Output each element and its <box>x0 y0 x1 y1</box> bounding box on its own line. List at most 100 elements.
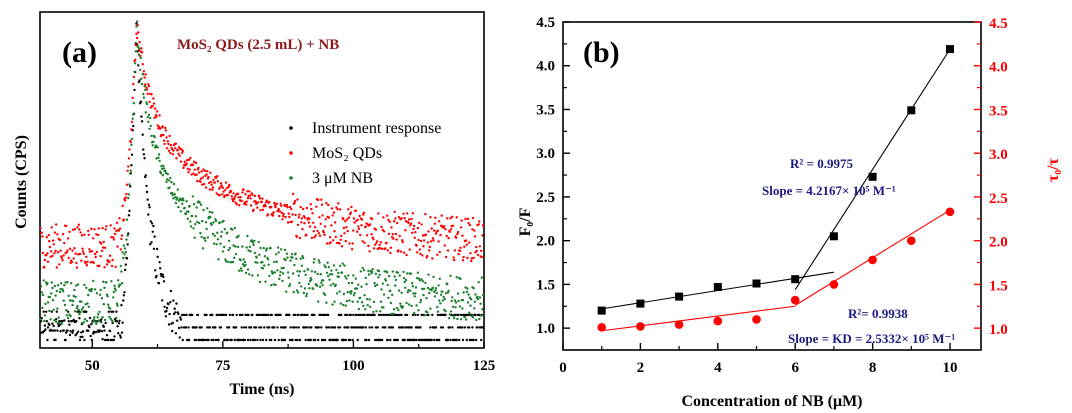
data-point <box>99 255 102 258</box>
data-point <box>263 326 266 329</box>
data-point <box>140 51 144 54</box>
data-point <box>461 338 465 342</box>
data-point <box>58 323 62 326</box>
data-point <box>360 285 363 288</box>
data-point <box>189 220 192 223</box>
data-point <box>231 228 234 231</box>
data-point <box>263 255 267 258</box>
data-point <box>290 253 294 256</box>
data-point <box>436 253 439 256</box>
y-tick-label-right: 4.0 <box>989 60 1008 76</box>
data-point <box>41 235 44 238</box>
data-point <box>380 338 384 342</box>
data-point <box>418 248 421 251</box>
data-point <box>478 220 481 223</box>
data-point <box>282 266 285 270</box>
data-point <box>58 290 62 294</box>
data-point <box>397 309 400 312</box>
data-point <box>244 326 248 329</box>
data-point <box>115 221 119 224</box>
data-point <box>181 202 184 205</box>
data-point <box>200 235 203 239</box>
data-point <box>342 292 346 296</box>
data-point <box>210 183 213 186</box>
data-point <box>277 207 280 211</box>
data-point <box>246 338 250 342</box>
data-point <box>392 237 395 240</box>
data-point <box>401 240 404 244</box>
data-point <box>379 247 382 250</box>
data-point <box>113 284 116 287</box>
data-point <box>65 224 68 228</box>
data-point <box>132 113 135 116</box>
data-point <box>77 308 81 312</box>
data-point <box>370 326 374 329</box>
data-point <box>53 319 56 322</box>
data-point <box>242 258 245 261</box>
data-point <box>397 249 400 252</box>
panel-a-legend: Instrument response MoS₂ QDs 3 μM NB <box>289 120 441 187</box>
data-point <box>112 310 115 313</box>
data-point <box>399 302 402 305</box>
data-point <box>165 136 168 139</box>
data-point <box>64 338 67 342</box>
data-point <box>43 314 47 317</box>
x-tick-label: 2 <box>637 360 645 376</box>
data-point <box>157 125 161 128</box>
data-point <box>295 235 299 238</box>
data-point <box>51 239 55 242</box>
data-point <box>123 291 126 294</box>
data-point <box>138 41 141 44</box>
data-point <box>280 326 283 329</box>
data-point <box>233 197 236 201</box>
data-point <box>449 310 453 313</box>
data-point <box>372 238 375 241</box>
data-point <box>424 233 428 236</box>
data-point <box>424 212 427 216</box>
data-point <box>56 251 60 254</box>
data-point <box>75 306 79 310</box>
data-point <box>319 313 322 317</box>
data-point <box>127 196 130 200</box>
data-point <box>411 212 415 215</box>
data-point <box>152 97 155 100</box>
data-point <box>144 88 147 92</box>
x-tick-label: 0 <box>559 360 567 376</box>
data-point <box>309 203 312 206</box>
data-point <box>441 299 445 302</box>
data-point <box>389 301 393 305</box>
data-point <box>101 316 104 319</box>
data-point <box>381 282 384 285</box>
data-point <box>273 338 277 342</box>
data-point <box>357 225 360 228</box>
data-point <box>446 217 449 220</box>
data-point <box>317 259 320 262</box>
data-point <box>286 256 289 259</box>
data-point <box>301 255 304 258</box>
data-point <box>66 249 69 252</box>
data-point <box>315 205 318 208</box>
data-point <box>189 156 192 160</box>
data-point <box>462 291 465 294</box>
data-point <box>127 232 130 235</box>
data-point <box>209 171 212 174</box>
data-point <box>261 267 265 270</box>
data-point <box>409 222 413 225</box>
data-point <box>63 284 66 287</box>
data-point <box>352 274 355 277</box>
y-tick-label-left: 2.5 <box>536 190 555 206</box>
data-point <box>317 326 320 329</box>
data-point <box>165 180 168 184</box>
data-point <box>444 310 447 313</box>
data-point <box>229 190 233 193</box>
data-point <box>178 154 181 157</box>
data-point <box>480 249 483 253</box>
data-point <box>348 242 351 245</box>
data-point <box>265 199 268 202</box>
data-point <box>121 204 124 208</box>
data-point <box>93 252 97 256</box>
data-point <box>58 238 62 242</box>
data-point <box>185 200 188 203</box>
data-point <box>149 243 152 246</box>
data-point <box>179 318 183 321</box>
